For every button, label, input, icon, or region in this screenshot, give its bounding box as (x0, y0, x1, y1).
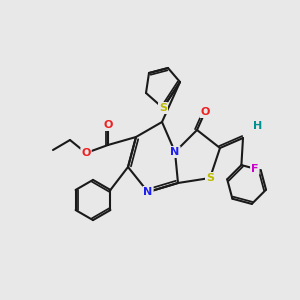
Text: F: F (251, 164, 259, 174)
Text: O: O (103, 120, 113, 130)
Text: N: N (170, 147, 180, 157)
Text: H: H (254, 121, 262, 131)
Text: S: S (159, 103, 167, 113)
Text: N: N (143, 187, 153, 197)
Text: O: O (81, 148, 91, 158)
Text: S: S (206, 173, 214, 183)
Text: O: O (200, 107, 210, 117)
